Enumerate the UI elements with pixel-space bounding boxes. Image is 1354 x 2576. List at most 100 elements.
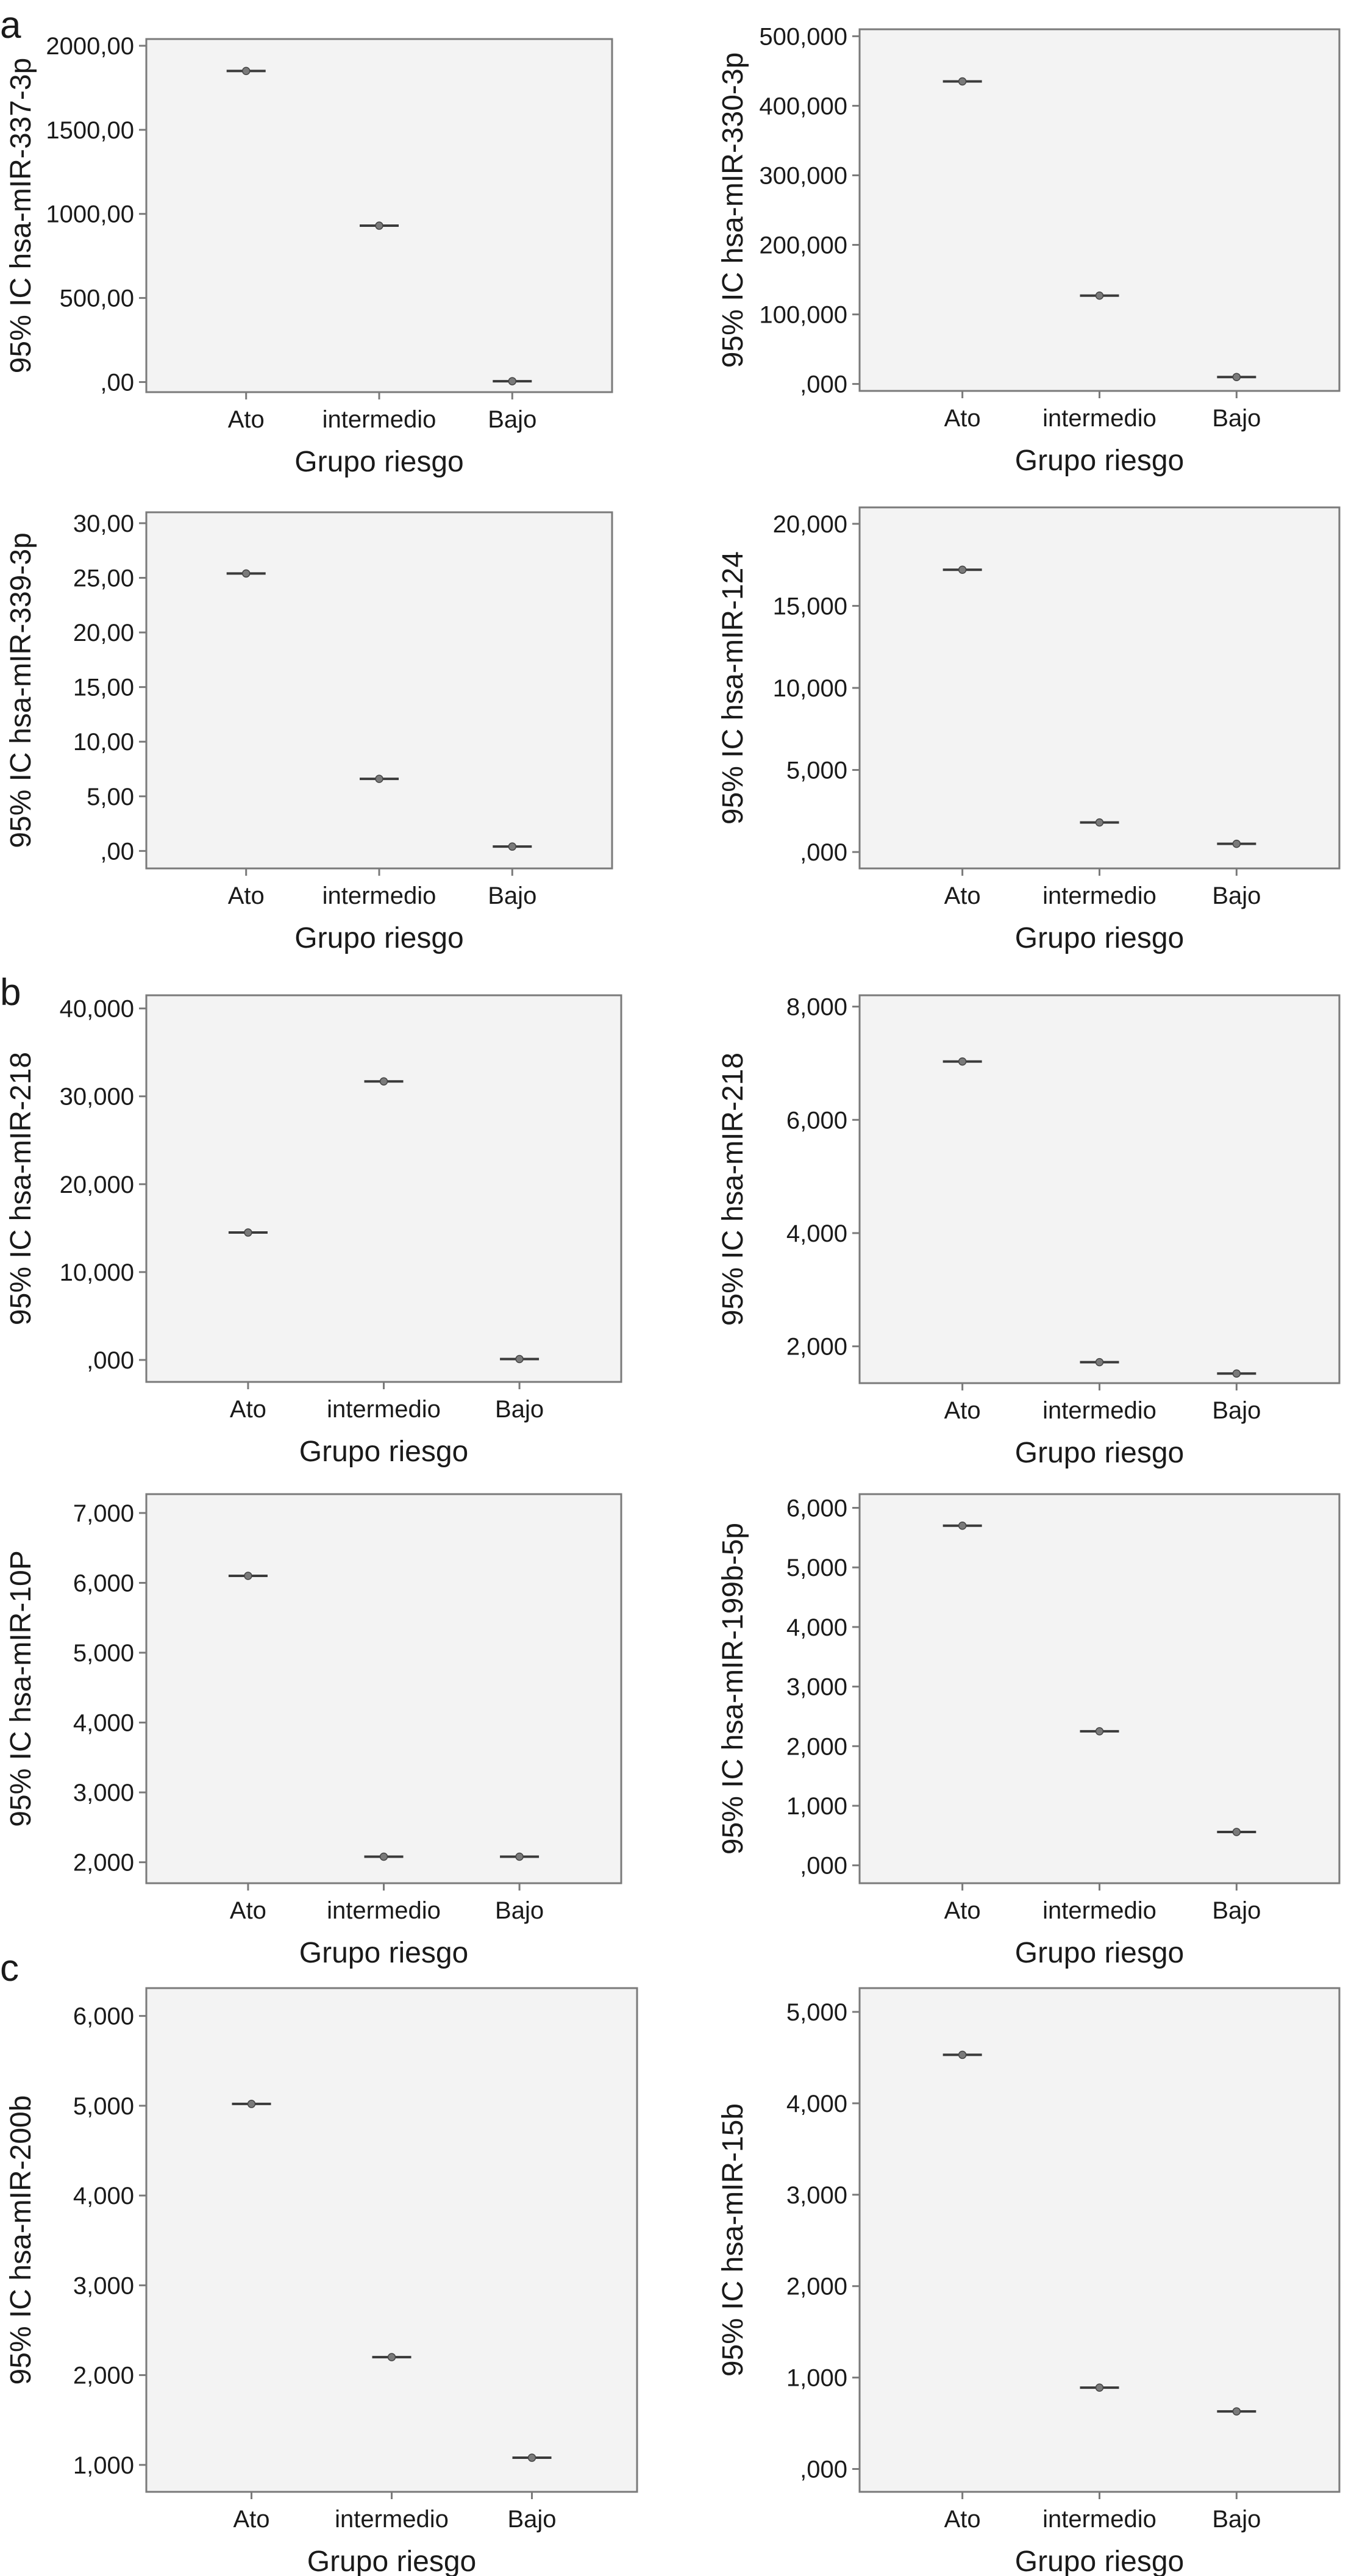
data-point	[1095, 818, 1104, 827]
x-tick-label: intermedio	[335, 2506, 449, 2533]
x-axis-title: Grupo riesgo	[1015, 1437, 1184, 1469]
y-tick-label: 5,000	[73, 2093, 134, 2120]
y-axis-title: 95% IC hsa-mIR-10P	[5, 1550, 37, 1827]
x-tick-label: intermedio	[322, 406, 436, 433]
x-tick-label: Bajo	[1212, 2506, 1261, 2533]
y-tick-label: 1500,00	[46, 117, 134, 144]
y-tick-label: 10,00	[73, 729, 134, 756]
y-tick-label: 500,000	[759, 23, 847, 50]
y-tick-label: 300,000	[759, 162, 847, 189]
y-tick-label: 20,000	[60, 1172, 134, 1198]
plot-area	[145, 994, 622, 1383]
y-tick-label: ,00	[100, 838, 134, 865]
x-tick-label: Bajo	[1212, 1897, 1261, 1924]
x-tick-label: Ato	[233, 2506, 269, 2533]
data-point	[958, 565, 967, 574]
y-tick-label: 1,000	[786, 1793, 847, 1820]
y-tick-label: 3,000	[786, 2182, 847, 2209]
y-tick-label: 20,000	[773, 511, 847, 538]
y-tick-label: 3,000	[73, 1780, 134, 1806]
x-tick-label: Ato	[944, 1897, 981, 1924]
x-tick-label: intermedio	[327, 1396, 441, 1423]
plot-area	[145, 38, 613, 393]
chart-5: ,000 10,000 20,000 30,000 40,000 Ato intermedi…	[5, 994, 622, 1468]
y-tick-label: 100,000	[759, 302, 847, 329]
y-tick-label: 10,000	[773, 675, 847, 702]
x-tick-label: Ato	[230, 1897, 266, 1924]
plot-area	[858, 1987, 1341, 2493]
data-point	[515, 1852, 524, 1861]
chart-8: ,000 1,000 2,000 3,000 4,000 5,000 6,000 Ato int…	[717, 1493, 1341, 1969]
y-tick-label: 4,000	[73, 1710, 134, 1737]
x-tick-label: intermedio	[1042, 1397, 1156, 1424]
x-axis-title: Grupo riesgo	[299, 1937, 468, 1969]
y-tick-label: 7,000	[73, 1500, 134, 1527]
data-point	[1232, 1369, 1241, 1378]
y-axis-title: 95% IC hsa-mIR-124	[717, 551, 749, 825]
x-tick-label: Bajo	[488, 406, 536, 433]
x-tick-label: Ato	[944, 882, 981, 909]
y-tick-label: 25,00	[73, 565, 134, 592]
data-point	[244, 1228, 252, 1237]
y-tick-label: 40,000	[60, 996, 134, 1023]
x-tick-label: Bajo	[507, 2506, 556, 2533]
y-axis-title: 95% IC hsa-mIR-15b	[717, 2103, 749, 2377]
data-point	[375, 775, 383, 783]
data-point	[958, 1522, 967, 1530]
y-tick-label: 5,00	[87, 784, 134, 810]
x-axis-title: Grupo riesgo	[299, 1436, 468, 1468]
y-axis-title: 95% IC hsa-mIR-200b	[5, 2095, 37, 2385]
data-point	[1232, 2407, 1241, 2416]
y-tick-label: 5,000	[786, 757, 847, 784]
data-point	[244, 1572, 252, 1580]
data-point	[379, 1077, 388, 1086]
plot-area	[858, 1493, 1341, 1884]
y-tick-label: 2,000	[786, 1733, 847, 1760]
y-axis-title: 95% IC hsa-mIR-337-3p	[5, 58, 37, 374]
x-tick-label: Ato	[230, 1396, 266, 1423]
y-axis-title: 95% IC hsa-mIR-218	[717, 1053, 749, 1326]
plot-area	[858, 994, 1341, 1384]
plot-area	[145, 1987, 638, 2493]
data-point	[1095, 1358, 1104, 1367]
chart-6: 2,000 4,000 6,000 8,000 Ato intermedio Bajo Gru…	[717, 994, 1341, 1469]
x-axis-title: Grupo riesgo	[294, 446, 463, 478]
y-tick-label: 3,000	[786, 1674, 847, 1701]
plot-area	[145, 1493, 622, 1884]
data-point	[375, 221, 383, 230]
panel-letter-a: a	[0, 4, 21, 46]
plots-container: ,00 500,00 1000,00 1500,00 2000,00 Ato interme…	[5, 23, 1341, 2576]
x-tick-label: Bajo	[1212, 405, 1261, 432]
y-tick-label: 6,000	[73, 1570, 134, 1597]
y-tick-label: 2,000	[73, 2363, 134, 2389]
y-tick-label: 15,00	[73, 674, 134, 701]
plot-area	[858, 28, 1341, 392]
chart-1: ,00 500,00 1000,00 1500,00 2000,00 Ato interme…	[5, 33, 613, 478]
y-tick-label: 20,00	[73, 620, 134, 646]
data-point	[1095, 2383, 1104, 2392]
x-tick-label: Bajo	[488, 882, 536, 909]
data-point	[241, 569, 251, 578]
x-axis-title: Grupo riesgo	[1015, 2546, 1184, 2576]
y-tick-label: 400,000	[759, 93, 847, 120]
y-tick-label: 1,000	[73, 2452, 134, 2479]
y-tick-label: 4,000	[786, 1220, 847, 1247]
y-tick-label: 2000,00	[46, 33, 134, 60]
y-tick-label: ,00	[100, 369, 134, 396]
y-tick-label: 2,000	[786, 1334, 847, 1361]
y-tick-label: ,000	[800, 1853, 847, 1880]
chart-4: ,000 5,000 10,000 15,000 20,000 Ato intermedio…	[717, 506, 1341, 954]
data-point	[958, 1057, 967, 1066]
data-point	[379, 1852, 388, 1861]
y-tick-label: 2,000	[786, 2274, 847, 2300]
x-tick-label: intermedio	[322, 882, 436, 909]
y-axis-title: 95% IC hsa-mIR-330-3p	[717, 52, 749, 368]
x-tick-label: Ato	[944, 2506, 981, 2533]
y-axis-title: 95% IC hsa-mIR-218	[5, 1052, 37, 1325]
data-point	[387, 2353, 396, 2361]
data-point	[241, 66, 251, 76]
y-tick-label: ,000	[800, 2456, 847, 2483]
x-axis-title: Grupo riesgo	[1015, 1937, 1184, 1969]
chart-3: ,00 5,00 10,00 15,00 20,00 25,00 30,00 Ato inter…	[5, 510, 613, 954]
chart-10: ,000 1,000 2,000 3,000 4,000 5,000 Ato intermed…	[717, 1987, 1341, 2576]
